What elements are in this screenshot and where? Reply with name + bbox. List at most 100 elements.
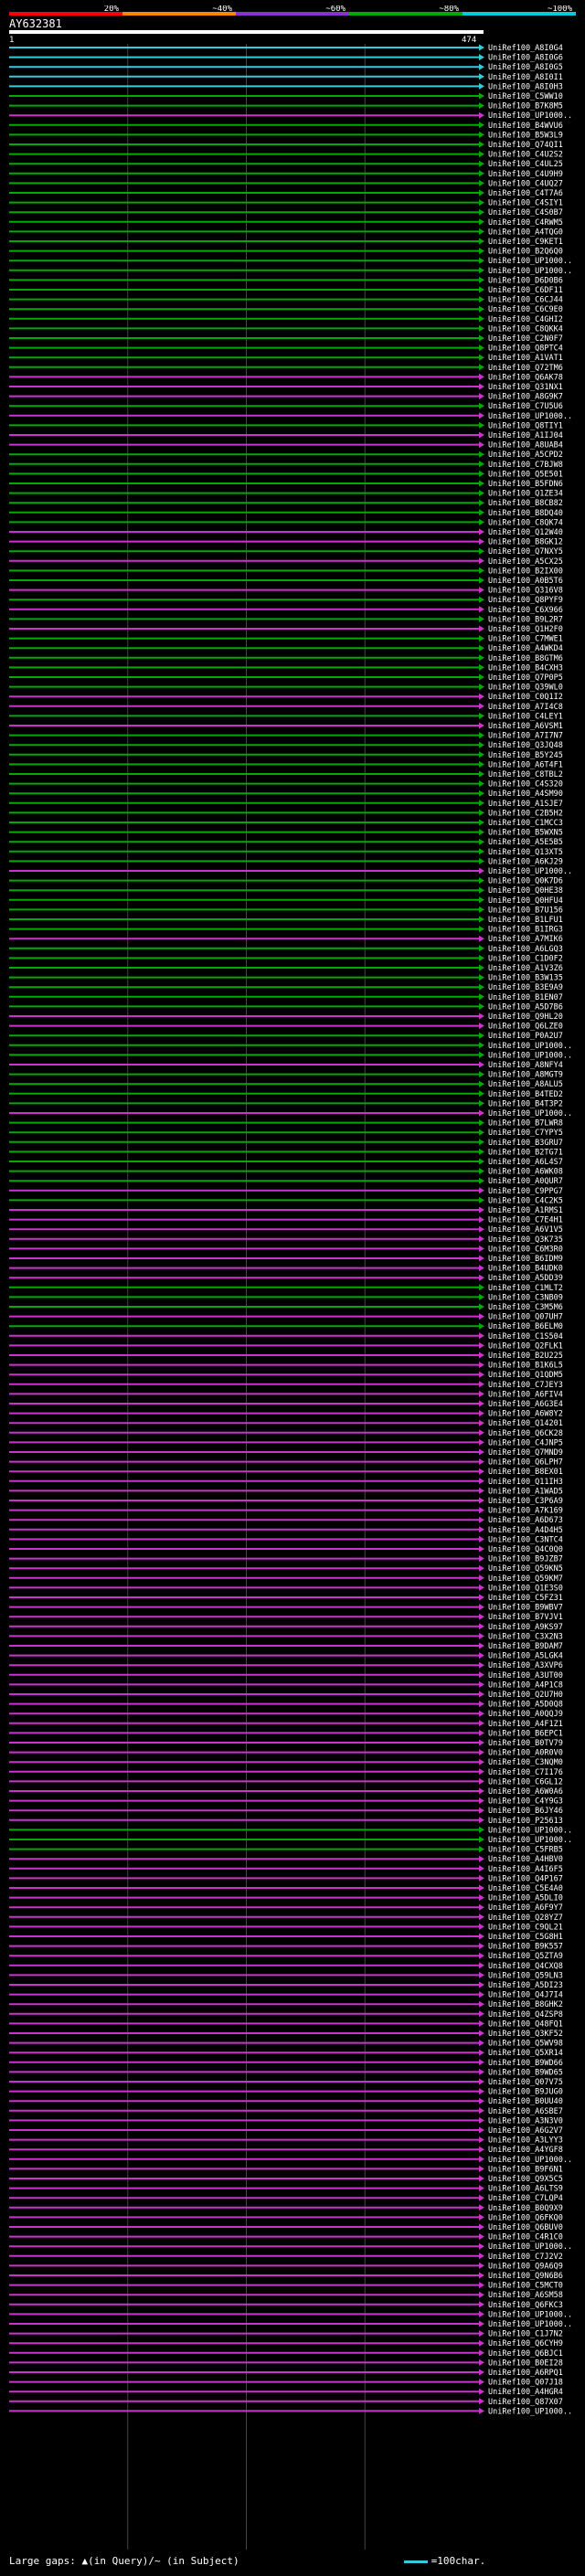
hit-label[interactable]: UniRef100_B6IDM9 [488, 1255, 563, 1264]
hit-label[interactable]: UniRef100_A1WAD5 [488, 1487, 563, 1496]
hit-label[interactable]: UniRef100_A4F1Z1 [488, 1720, 563, 1729]
hit-label[interactable]: UniRef100_Q87X07 [488, 2398, 563, 2407]
hit-label[interactable]: UniRef100_B9K557 [488, 1943, 563, 1952]
hit-label[interactable]: UniRef100_UP1000.. [488, 267, 572, 276]
hit-label[interactable]: UniRef100_B7U156 [488, 906, 563, 915]
hit-label[interactable]: UniRef100_A5LGK4 [488, 1652, 563, 1661]
hit-label[interactable]: UniRef100_Q2U7H0 [488, 1691, 563, 1700]
hit-label[interactable]: UniRef100_Q3K735 [488, 1235, 563, 1245]
hit-label[interactable]: UniRef100_Q13XT5 [488, 848, 563, 857]
hit-label[interactable]: UniRef100_Q28YZ7 [488, 1913, 563, 1923]
hit-label[interactable]: UniRef100_P25613 [488, 1817, 563, 1826]
hit-label[interactable]: UniRef100_Q59KN5 [488, 1564, 563, 1574]
hit-label[interactable]: UniRef100_B5Y245 [488, 751, 563, 760]
hit-label[interactable]: UniRef100_C3M5M6 [488, 1303, 563, 1312]
hit-label[interactable]: UniRef100_A6G2V7 [488, 2126, 563, 2136]
hit-label[interactable]: UniRef100_C1J7N2 [488, 2330, 563, 2339]
hit-label[interactable]: UniRef100_B8GTM6 [488, 654, 563, 663]
hit-label[interactable]: UniRef100_C6C9E0 [488, 305, 563, 314]
hit-label[interactable]: UniRef100_C8QKK4 [488, 324, 563, 334]
hit-label[interactable]: UniRef100_C7MWE1 [488, 635, 563, 644]
hit-label[interactable]: UniRef100_Q6CYH9 [488, 2339, 563, 2348]
hit-label[interactable]: UniRef100_C5FZ31 [488, 1594, 563, 1603]
hit-label[interactable]: UniRef100_UP1000.. [488, 412, 572, 421]
hit-label[interactable]: UniRef100_C1D0F2 [488, 954, 563, 963]
hit-label[interactable]: UniRef100_C7YPY5 [488, 1129, 563, 1138]
hit-label[interactable]: UniRef100_Q6FKC3 [488, 2301, 563, 2310]
hit-label[interactable]: UniRef100_A1IJ04 [488, 431, 563, 440]
hit-label[interactable]: UniRef100_C6GL12 [488, 1777, 563, 1786]
hit-label[interactable]: UniRef100_C4U9H9 [488, 170, 563, 179]
hit-label[interactable]: UniRef100_Q7P0P5 [488, 673, 563, 683]
hit-label[interactable]: UniRef100_A3UT00 [488, 1671, 563, 1680]
hit-label[interactable]: UniRef100_B1LFU1 [488, 916, 563, 925]
hit-label[interactable]: UniRef100_B3W135 [488, 974, 563, 983]
hit-label[interactable]: UniRef100_C3P6A9 [488, 1497, 563, 1506]
hit-label[interactable]: UniRef100_C9QL21 [488, 1923, 563, 1932]
hit-label[interactable]: UniRef100_B4UDK0 [488, 1265, 563, 1274]
hit-label[interactable]: UniRef100_A6KJ29 [488, 857, 563, 866]
hit-label[interactable]: UniRef100_A8I0G5 [488, 63, 563, 72]
hit-label[interactable]: UniRef100_UP1000.. [488, 2407, 572, 2416]
hit-label[interactable]: UniRef100_A4D4H5 [488, 1526, 563, 1535]
hit-label[interactable]: UniRef100_B9L2R7 [488, 615, 563, 624]
hit-label[interactable]: UniRef100_A4TQG0 [488, 228, 563, 237]
hit-label[interactable]: UniRef100_B0Q9X9 [488, 2204, 563, 2213]
hit-label[interactable]: UniRef100_C4S320 [488, 780, 563, 790]
hit-label[interactable]: UniRef100_C1MCC3 [488, 819, 563, 828]
hit-label[interactable]: UniRef100_UP1000.. [488, 111, 572, 121]
hit-label[interactable]: UniRef100_C7BJW8 [488, 461, 563, 470]
hit-label[interactable]: UniRef100_A6G3E4 [488, 1400, 563, 1409]
hit-label[interactable]: UniRef100_A6W0A6 [488, 1787, 563, 1797]
hit-label[interactable]: UniRef100_A1RMS1 [488, 1206, 563, 1215]
hit-label[interactable]: UniRef100_C4T7A6 [488, 189, 563, 198]
hit-label[interactable]: UniRef100_C4RWM5 [488, 218, 563, 228]
hit-label[interactable]: UniRef100_Q7NXY5 [488, 547, 563, 557]
hit-label[interactable]: UniRef100_Q7MND9 [488, 1448, 563, 1458]
hit-label[interactable]: UniRef100_C4JNP5 [488, 1438, 563, 1447]
hit-label[interactable]: UniRef100_A4I6F5 [488, 1865, 563, 1874]
hit-label[interactable]: UniRef100_A0R0V0 [488, 1749, 563, 1758]
hit-label[interactable]: UniRef100_UP1000.. [488, 1051, 572, 1060]
hit-label[interactable]: UniRef100_A8NFY4 [488, 1061, 563, 1070]
hit-label[interactable]: UniRef100_A4P1C8 [488, 1680, 563, 1690]
hit-label[interactable]: UniRef100_UP1000.. [488, 1042, 572, 1051]
hit-label[interactable]: UniRef100_Q72TM6 [488, 364, 563, 373]
hit-label[interactable]: UniRef100_B4WVU6 [488, 122, 563, 131]
hit-label[interactable]: UniRef100_A4YGF8 [488, 2146, 563, 2155]
hit-label[interactable]: UniRef100_Q4C0Q0 [488, 1545, 563, 1554]
hit-label[interactable]: UniRef100_C4LEY1 [488, 712, 563, 721]
hit-label[interactable]: UniRef100_Q12W40 [488, 528, 563, 537]
hit-label[interactable]: UniRef100_B8EX01 [488, 1468, 563, 1477]
hit-label[interactable]: UniRef100_A1V3Z6 [488, 964, 563, 973]
hit-label[interactable]: UniRef100_Q6LPH7 [488, 1458, 563, 1468]
hit-label[interactable]: UniRef100_C1MLT2 [488, 1284, 563, 1293]
hit-label[interactable]: UniRef100_A8UAB4 [488, 441, 563, 451]
hit-label[interactable]: UniRef100_C7I176 [488, 1768, 563, 1777]
hit-label[interactable]: UniRef100_B2TG71 [488, 1148, 563, 1157]
hit-label[interactable]: UniRef100_C7J2V2 [488, 2253, 563, 2262]
hit-label[interactable]: UniRef100_C7LQP4 [488, 2194, 563, 2203]
hit-label[interactable]: UniRef100_UP1000.. [488, 1109, 572, 1118]
hit-label[interactable]: UniRef100_B3E9A9 [488, 983, 563, 992]
hit-label[interactable]: UniRef100_C4U2S2 [488, 151, 563, 160]
hit-label[interactable]: UniRef100_B1K6L5 [488, 1362, 563, 1371]
hit-label[interactable]: UniRef100_B6EPC1 [488, 1729, 563, 1738]
hit-label[interactable]: UniRef100_UP1000.. [488, 2242, 572, 2252]
hit-label[interactable]: UniRef100_B2IX00 [488, 567, 563, 576]
hit-label[interactable]: UniRef100_D6D0B6 [488, 276, 563, 285]
hit-label[interactable]: UniRef100_B8CB82 [488, 499, 563, 508]
hit-label[interactable]: UniRef100_A8I0G4 [488, 44, 563, 53]
hit-label[interactable]: UniRef100_C3X2N3 [488, 1632, 563, 1641]
hit-label[interactable]: UniRef100_B7LWR8 [488, 1119, 563, 1129]
hit-label[interactable]: UniRef100_Q59LN3 [488, 1971, 563, 1980]
hit-label[interactable]: UniRef100_Q31NX1 [488, 383, 563, 392]
hit-label[interactable]: UniRef100_C6X966 [488, 606, 563, 615]
hit-label[interactable]: UniRef100_Q74QI1 [488, 141, 563, 150]
hit-label[interactable]: UniRef100_Q5ZTA9 [488, 1952, 563, 1961]
hit-label[interactable]: UniRef100_B8GK12 [488, 538, 563, 547]
hit-label[interactable]: UniRef100_B6JY46 [488, 1807, 563, 1816]
hit-label[interactable]: UniRef100_A5DLI0 [488, 1894, 563, 1903]
hit-label[interactable]: UniRef100_A8G9K7 [488, 393, 563, 402]
hit-label[interactable]: UniRef100_UP1000.. [488, 867, 572, 876]
